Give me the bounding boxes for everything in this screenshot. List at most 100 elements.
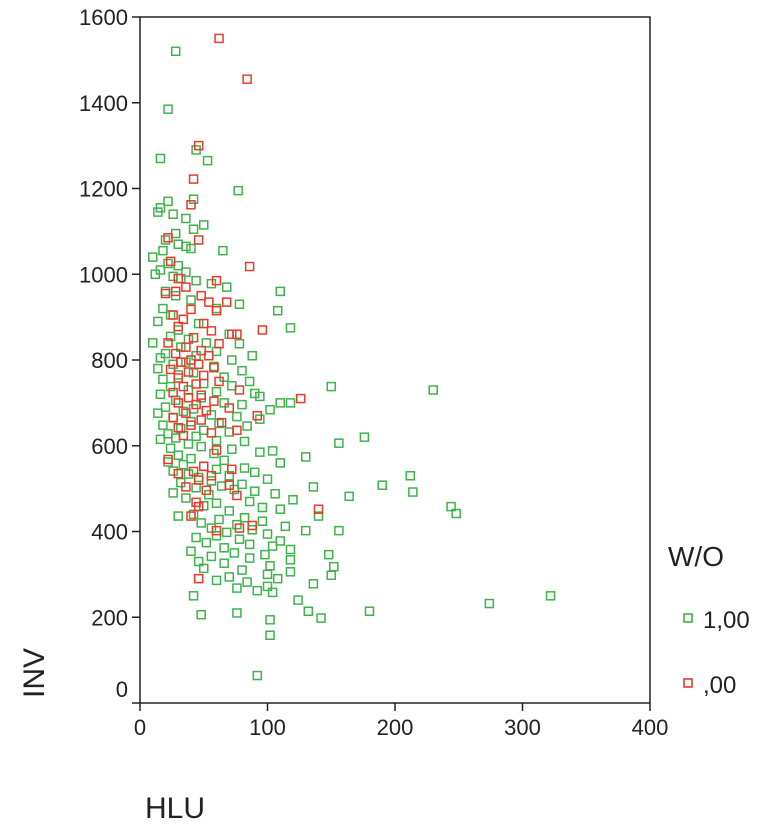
scatter-point (308, 579, 319, 589)
scatter-point (262, 474, 273, 484)
scatter-point (155, 153, 166, 164)
scatter-point (204, 350, 214, 361)
scatter-point (201, 338, 212, 348)
scatter-point (206, 523, 217, 533)
scatter-point (211, 275, 222, 286)
scatter-point (257, 502, 268, 513)
scatter-point (344, 491, 354, 502)
scatter-point (252, 585, 263, 596)
scatter-point (186, 420, 196, 430)
scatter-point (234, 523, 245, 533)
scatter-point (202, 155, 213, 166)
scatter-point (199, 370, 209, 381)
scatter-point (173, 450, 183, 460)
scatter-point (168, 412, 178, 423)
scatter-point (158, 420, 168, 430)
scatter-point (275, 504, 285, 514)
scatter-point (176, 342, 186, 352)
scatter-point (165, 331, 176, 342)
scatter-point (183, 367, 194, 377)
legend-label-series-1: 1,00 (703, 607, 750, 634)
scatter-point (165, 256, 176, 267)
scatter-point (257, 325, 268, 335)
scatter-point (163, 196, 173, 207)
scatter-point (165, 381, 176, 392)
scatter-point (224, 471, 234, 481)
scatter-point (193, 556, 204, 567)
scatter-point (323, 549, 334, 560)
scatter-point (206, 278, 217, 289)
x-tick-label: 200 (377, 715, 414, 740)
scatter-point (334, 438, 344, 448)
scatter-point (191, 532, 201, 543)
scatter-point (247, 520, 257, 531)
scatter-point (155, 389, 166, 400)
scatter-point (206, 551, 217, 562)
scatter-point (170, 348, 181, 359)
scatter-point (219, 398, 229, 408)
scatter-point (163, 233, 173, 243)
scatter-point (237, 565, 247, 575)
legend-marker-series-1 (683, 613, 693, 623)
scatter-point (255, 447, 265, 457)
scatter-point (227, 355, 237, 365)
scatter-point (227, 444, 237, 454)
legend-title: W/O (668, 541, 724, 572)
y-tick-label: 600 (91, 434, 128, 459)
scatter-point (170, 286, 181, 297)
scatter-point (160, 402, 171, 412)
scatter-point (334, 525, 344, 536)
x-tick-label: 400 (632, 715, 669, 740)
scatter-point (244, 376, 255, 387)
scatter-point (234, 299, 245, 310)
scatter-point (232, 411, 242, 422)
scatter-point (163, 258, 173, 269)
scatter-point (313, 504, 324, 514)
scatter-point (214, 33, 224, 44)
scatter-point (173, 398, 183, 408)
y-tick-label: 1600 (79, 5, 128, 30)
scatter-point (275, 536, 285, 546)
scatter-point (153, 207, 163, 217)
scatter-point (196, 290, 206, 301)
scatter-point (188, 332, 199, 343)
scatter-point (313, 511, 324, 521)
scatter-point (193, 235, 204, 245)
scatter-point (247, 350, 257, 361)
scatter-point (301, 525, 311, 536)
scatter-point (163, 104, 173, 114)
scatter-point (165, 443, 176, 454)
scatter-point (237, 365, 247, 376)
scatter-point (234, 385, 245, 395)
scatter-point (224, 572, 234, 582)
scatter-point (257, 516, 268, 526)
scatter-point (265, 630, 275, 641)
scatter-point (267, 446, 278, 456)
y-tick-label: 800 (91, 348, 128, 373)
scatter-point (214, 514, 224, 525)
scatter-point (186, 304, 196, 315)
scatter-point (232, 329, 242, 340)
scatter-point (173, 422, 183, 433)
x-axis-title: HLU (145, 792, 205, 824)
scatter-point (288, 495, 298, 505)
scatter-point (211, 305, 222, 316)
scatter-point (227, 464, 237, 475)
scatter-point (196, 390, 206, 400)
scatter-point (186, 453, 196, 464)
scatter-point (209, 396, 219, 406)
scatter-point (183, 469, 194, 479)
scatter-point (181, 267, 191, 277)
y-tick-label: 200 (91, 605, 128, 630)
scatter-point (224, 506, 234, 516)
scatter-point (199, 461, 209, 472)
scatter-point (234, 338, 245, 349)
scatter-point (158, 245, 168, 256)
scatter-point (219, 543, 229, 553)
scatter-point (359, 432, 370, 442)
y-tick-label: 1200 (79, 177, 128, 202)
scatter-point (242, 74, 252, 84)
scatter-point (186, 511, 196, 521)
scatter-point (160, 288, 171, 299)
scatter-point (188, 509, 199, 520)
